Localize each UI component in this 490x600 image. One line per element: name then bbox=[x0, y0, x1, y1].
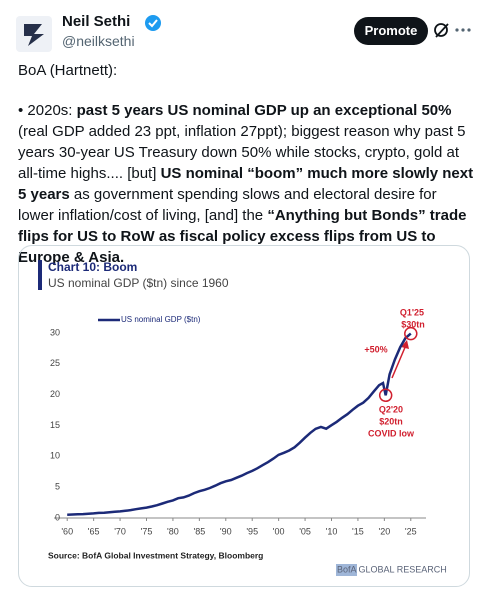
bold-text: US nominal “boom” much more slowly next … bbox=[18, 165, 474, 203]
chart-card[interactable] bbox=[18, 245, 470, 587]
avatar[interactable] bbox=[16, 16, 52, 52]
grok-icon[interactable] bbox=[432, 20, 452, 40]
text: (real GDP added 23 ppt, inflation 27ppt)… bbox=[18, 123, 466, 182]
bold-text: “Anything but Bonds” trade flips for US … bbox=[18, 207, 467, 266]
display-name[interactable]: Neil Sethi bbox=[62, 13, 131, 30]
more-icon[interactable] bbox=[454, 20, 472, 40]
bold-text: past 5 years US nominal GDP up an except… bbox=[76, 102, 452, 119]
tweet-body: • 2020s: past 5 years US nominal GDP up … bbox=[18, 100, 476, 268]
tweet-intro: BoA (Hartnett): bbox=[18, 62, 118, 79]
promote-button[interactable]: Promote bbox=[354, 17, 428, 45]
verified-badge bbox=[145, 15, 161, 31]
handle[interactable]: @neilksethi bbox=[62, 33, 135, 49]
text: as government spending slows and elector… bbox=[18, 186, 437, 224]
text: • 2020s: bbox=[18, 102, 77, 119]
